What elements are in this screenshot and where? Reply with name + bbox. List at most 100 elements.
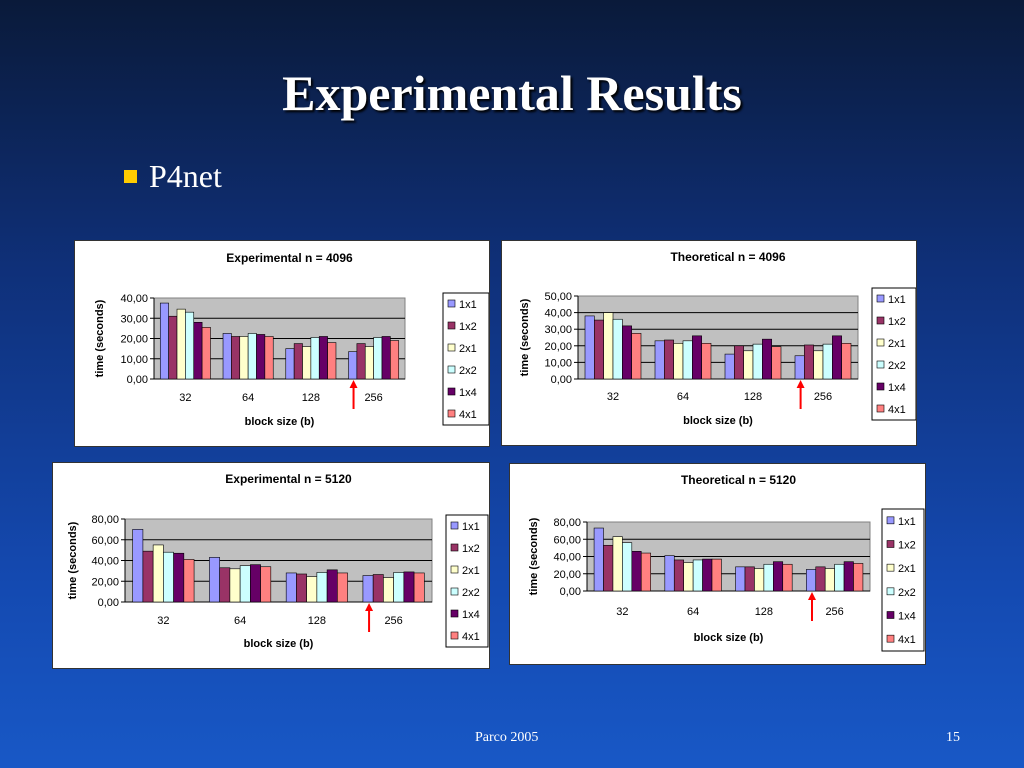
legend-swatch-1x4 [886,611,895,619]
legend-swatch-1x1 [447,299,456,308]
y-tick-label: 10,00 [544,357,572,369]
chart-title: Theoretical n = 5120 [681,473,796,487]
footer-left: Parco 2005 [475,730,539,745]
bar-1x1-32 [584,315,595,380]
bar-1x2-128 [296,573,307,603]
bar-1x2-32 [603,544,614,592]
legend-label-1x1: 1x1 [888,294,906,306]
bar-4x1-32 [201,327,211,380]
y-tick-label: 0,00 [127,374,148,386]
bar-1x4-256 [381,336,391,380]
bar-2x1-128 [743,350,754,380]
bullet-text: P4net [149,158,222,194]
chart-experimental-4096: Experimental n = 4096 0,00 10,00 20,00 30,00… [74,240,490,447]
y-tick-label: 60,00 [553,534,581,546]
bar-2x2-256 [822,343,833,380]
legend-swatch-1x2 [886,540,895,548]
x-tick-label: 128 [308,615,326,627]
legend-label-1x4: 1x4 [459,387,477,399]
y-tick-label: 40,00 [553,552,581,564]
chart-svg: Experimental n = 4096 0,00 10,00 20,00 30,00… [94,251,489,428]
bar-1x2-64 [219,567,231,603]
legend-swatch-2x1 [450,565,459,574]
bar-2x2-64 [239,565,251,603]
bar-2x1-32 [152,544,164,603]
legend-label-1x2: 1x2 [888,316,906,328]
chart-experimental-5120: Experimental n = 5120 0,00 20,00 40,00 60,00… [52,462,490,669]
legend-label-4x1: 4x1 [462,631,480,643]
x-tick-label: 32 [179,392,191,404]
legend-swatch-2x1 [876,338,885,347]
legend-swatch-2x2 [447,365,456,374]
legend-label-4x1: 4x1 [888,404,906,416]
bar-2x2-64 [682,340,693,380]
x-tick-label: 32 [157,615,169,627]
chart-title: Theoretical n = 4096 [670,250,785,264]
bar-2x2-256 [373,337,383,380]
y-tick-label: 0,00 [560,586,581,598]
bar-2x2-32 [163,551,174,603]
bar-1x4-128 [773,561,784,592]
x-tick-label: 64 [234,615,246,627]
x-tick-label: 128 [302,392,320,404]
chart-title: Experimental n = 5120 [225,472,352,486]
bar-2x2-128 [752,343,763,380]
legend-label-2x1: 2x1 [459,343,477,355]
legend-label-2x2: 2x2 [898,587,916,599]
bar-1x2-64 [673,559,684,592]
bar-1x2-128 [734,345,744,380]
bar-2x2-32 [622,542,633,592]
legend-swatch-4x1 [447,409,456,418]
bar-2x1-32 [612,536,623,592]
legend-label-2x2: 2x2 [462,587,480,599]
bar-1x1-64 [222,333,232,380]
legend-label-1x2: 1x2 [898,540,916,552]
bar-1x2-256 [804,344,814,380]
bar-4x1-32 [631,333,642,380]
y-tick-label: 40,00 [544,308,572,320]
y-tick-label: 40,00 [120,293,148,305]
legend-label-1x2: 1x2 [459,321,477,333]
bar-4x1-256 [390,340,400,380]
bar-1x4-256 [843,561,854,592]
legend-label-1x1: 1x1 [898,516,916,528]
bar-1x1-32 [159,302,169,380]
bar-2x1-32 [176,308,186,380]
legend-swatch-1x4 [450,609,459,618]
bar-1x4-64 [702,558,713,592]
legend-label-1x4: 1x4 [888,382,906,394]
bar-4x1-128 [337,572,348,603]
bar-1x1-256 [348,351,358,380]
x-tick-label: 256 [825,606,843,618]
chart-theoretical-4096: Theoretical n = 4096 0,00 10,00 20,00 30,00 4… [501,240,917,446]
bar-1x2-32 [168,315,178,380]
x-tick-label: 256 [364,392,382,404]
bar-1x2-32 [142,550,154,603]
bar-1x2-256 [356,343,366,380]
legend-label-1x1: 1x1 [459,299,477,311]
x-tick-label: 32 [616,606,628,618]
legend-label-1x1: 1x1 [462,521,480,533]
legend-box [881,508,925,652]
bar-2x2-64 [692,559,703,592]
legend-label-2x1: 2x1 [898,563,916,575]
marker-arrow-head-icon [796,380,805,388]
legend-label-1x4: 1x4 [462,609,480,621]
legend-label-2x2: 2x2 [888,360,906,372]
y-tick-label: 80,00 [553,517,581,529]
bar-1x1-128 [285,572,297,603]
bar-4x1-32 [183,559,195,603]
y-tick-label: 20,00 [91,576,119,588]
bar-2x2-128 [316,572,328,603]
bar-1x2-128 [744,566,755,592]
y-axis-label: time (seconds) [519,298,531,376]
x-tick-label: 128 [744,391,762,403]
legend-swatch-2x2 [876,360,885,369]
marker-arrow-head-icon [807,592,816,600]
bar-1x1-32 [593,527,604,592]
bar-1x2-128 [293,343,303,380]
y-tick-label: 80,00 [91,514,119,526]
bar-4x1-128 [771,346,782,380]
y-tick-label: 40,00 [91,556,119,568]
bar-4x1-64 [711,558,722,592]
